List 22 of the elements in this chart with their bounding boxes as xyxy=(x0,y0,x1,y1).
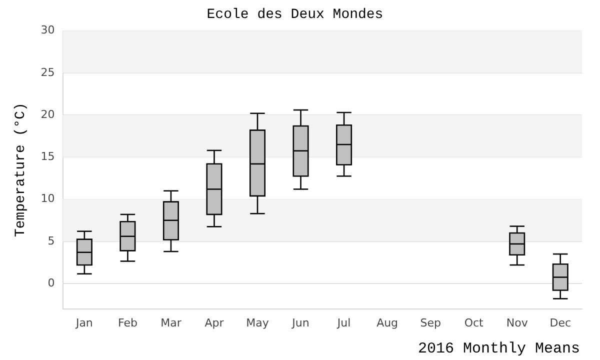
y-tick-label: 5 xyxy=(48,234,55,248)
x-tick-label: Jun xyxy=(291,316,310,330)
x-tick-label: Apr xyxy=(204,316,224,330)
y-tick-label: 30 xyxy=(40,24,55,37)
x-tick-label: Aug xyxy=(376,316,398,330)
x-tick-label: Jan xyxy=(74,316,93,330)
x-tick-label: May xyxy=(246,316,270,330)
y-tick-label: 10 xyxy=(40,192,55,206)
x-tick-label: Nov xyxy=(506,316,528,330)
x-tick-label: Sep xyxy=(420,316,441,330)
y-tick-label: 20 xyxy=(40,108,55,121)
y-tick-label: 15 xyxy=(40,150,55,164)
y-tick-label: 0 xyxy=(48,276,55,290)
chart-title: Ecole des Deux Mondes xyxy=(206,7,384,24)
y-tick-label: 25 xyxy=(40,66,55,79)
x-tick-label: Oct xyxy=(464,316,484,330)
x-tick-label: Jul xyxy=(336,316,351,330)
y-axis-title: Temperature (°C) xyxy=(13,102,30,238)
x-tick-label: Dec xyxy=(550,316,572,330)
x-axis-title: 2016 Monthly Means xyxy=(418,340,580,358)
x-tick-label: Feb xyxy=(118,316,138,330)
x-tick-label: Mar xyxy=(160,316,182,330)
